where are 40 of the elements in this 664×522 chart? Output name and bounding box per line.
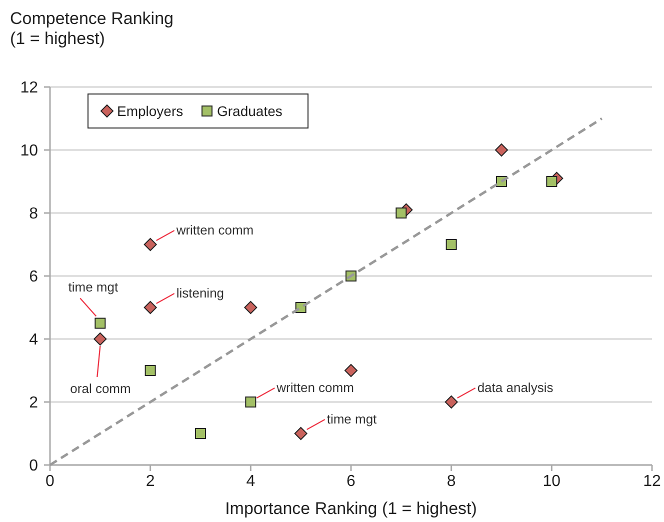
point	[294, 427, 308, 440]
x-tick-label: 0	[46, 473, 55, 490]
annotation: written comm	[276, 380, 354, 395]
x-tick-label: 10	[542, 473, 561, 490]
x-axis-title: Importance Ranking (1 = highest)	[225, 499, 477, 518]
annotation: listening	[176, 286, 224, 300]
point	[546, 176, 558, 187]
point	[144, 365, 156, 376]
x-tick-label: 6	[346, 473, 356, 490]
y-tick-label: 2	[29, 394, 38, 412]
x-tick-label: 2	[146, 473, 155, 490]
y-tick-label: 0	[29, 458, 38, 475]
point	[344, 364, 358, 377]
annotation: data analysis	[477, 380, 554, 395]
x-tick-label: 12	[643, 473, 661, 490]
x-tick-label: 4	[246, 473, 256, 490]
point	[144, 238, 157, 251]
point	[446, 239, 457, 250]
point	[396, 208, 407, 218]
point	[444, 396, 458, 408]
annotation: oral comm	[70, 381, 131, 396]
point	[244, 301, 258, 314]
point	[495, 144, 508, 156]
legend-label: Graduates	[217, 102, 282, 119]
annotation: written comm	[175, 222, 254, 238]
point	[144, 301, 157, 314]
point	[94, 332, 107, 346]
y-tick-label: 12	[20, 80, 38, 97]
annotation: time mgt	[326, 412, 378, 426]
y-axis-title: Competence Ranking (1 = highest)	[10, 9, 174, 48]
x-tick-label: 8	[446, 473, 456, 490]
y-tick-label: 4	[29, 332, 38, 349]
annotation: time mgt	[68, 279, 118, 294]
y-tick-label: 6	[29, 268, 38, 286]
point	[195, 428, 206, 439]
point	[94, 318, 106, 329]
legend-label: Employers	[117, 102, 184, 119]
y-tick-label: 8	[29, 206, 38, 223]
point	[245, 396, 256, 408]
y-tick-label: 10	[20, 142, 38, 160]
